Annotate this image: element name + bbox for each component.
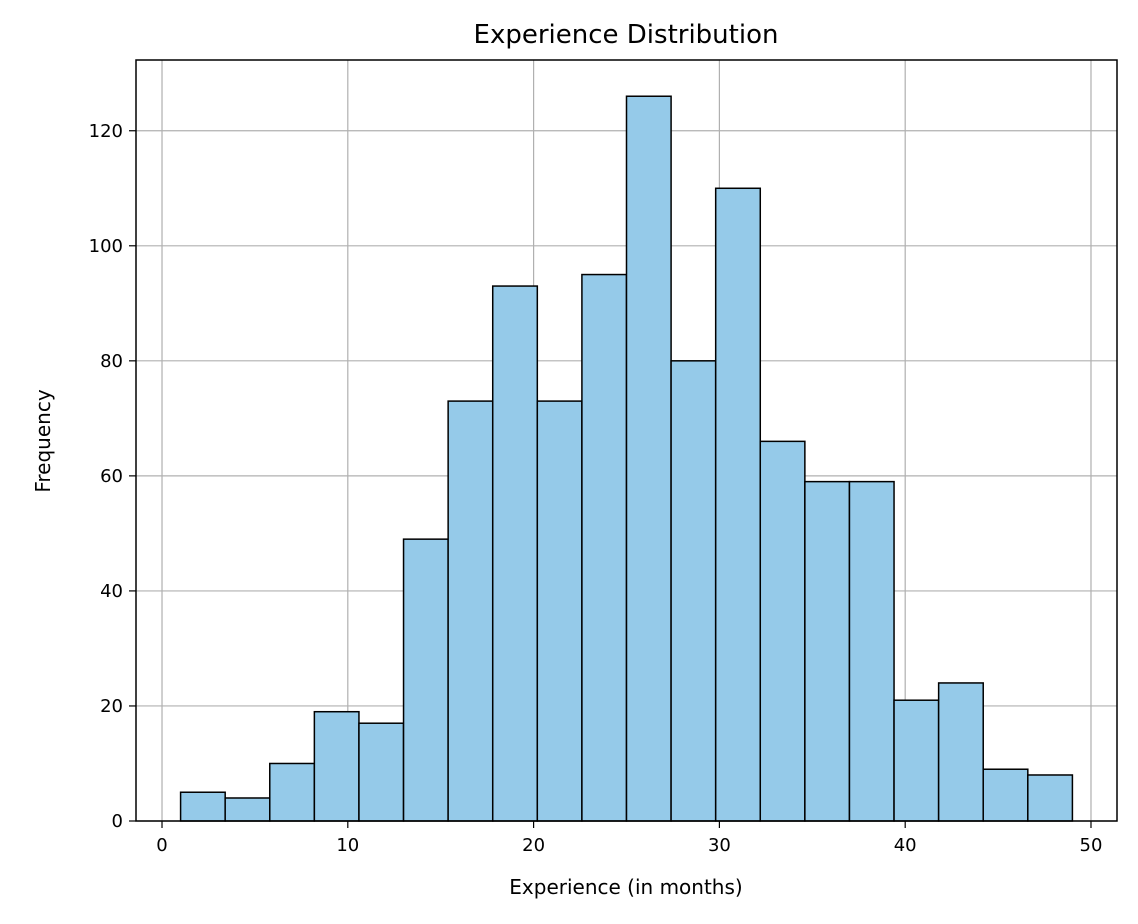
y-tick-label: 0 xyxy=(112,811,123,832)
histogram-bar xyxy=(759,440,806,822)
x-tick-label: 40 xyxy=(894,835,917,856)
histogram-bar xyxy=(269,762,316,822)
y-tick-label: 60 xyxy=(100,466,123,487)
histogram-bar xyxy=(1027,774,1074,822)
histogram-bars xyxy=(179,95,1074,822)
histogram-bar xyxy=(714,187,762,822)
histogram-bar xyxy=(313,710,360,822)
x-tick-label: 20 xyxy=(522,835,545,856)
plot-frame xyxy=(135,59,1118,822)
y-tick-label: 80 xyxy=(100,351,123,372)
histogram-bar xyxy=(224,797,271,822)
x-tick-label: 10 xyxy=(336,835,359,856)
x-axis-label: Experience (in months) xyxy=(509,875,742,899)
histogram-bar xyxy=(937,682,984,822)
histogram-bar xyxy=(179,791,226,822)
x-tick-label: 30 xyxy=(708,835,731,856)
histogram-bar xyxy=(358,722,405,822)
histogram-bar xyxy=(536,400,583,822)
y-axis-label: Frequency xyxy=(31,389,55,492)
histogram-bar xyxy=(491,285,539,822)
histogram-bar xyxy=(893,699,940,822)
histogram-bar xyxy=(402,538,449,822)
histogram-bar xyxy=(804,480,851,822)
x-tick-label: 50 xyxy=(1080,835,1103,856)
y-tick-label: 40 xyxy=(100,581,123,602)
x-tick-label: 0 xyxy=(156,835,167,856)
histogram-bar xyxy=(581,273,628,822)
histogram-bar xyxy=(982,768,1029,822)
histogram-bar xyxy=(848,480,895,822)
histogram-bar xyxy=(447,400,494,822)
y-tick-label: 20 xyxy=(100,696,123,717)
y-tick-label: 120 xyxy=(89,121,123,142)
histogram-bar xyxy=(625,95,672,822)
chart-title: Experience Distribution xyxy=(474,20,779,50)
histogram-bar xyxy=(670,360,717,822)
x-axis-ticks: 0 10 20 30 40 50 xyxy=(156,821,1102,856)
y-axis-ticks: 0 20 40 60 80 100 120 xyxy=(89,121,136,832)
y-tick-label: 100 xyxy=(89,236,123,257)
